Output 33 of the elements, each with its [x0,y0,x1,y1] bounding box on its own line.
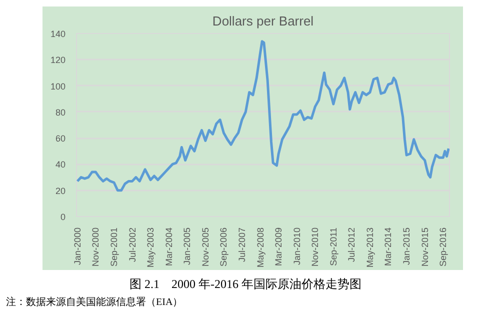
y-tick-label: 60 [55,134,66,144]
y-tick-label: 40 [55,160,66,170]
y-tick-label: 140 [50,29,66,39]
x-tick-label: Jan-2015 [402,228,412,266]
chart-title: Dollars per Barrel [212,14,314,28]
x-tick-label: Nov-2005 [200,227,210,267]
line-series [76,40,450,192]
x-tick-label: Mar-2014 [383,227,394,266]
x-tick-label: May-2008 [255,227,266,268]
x-tick-label: Nov-2000 [90,227,101,267]
y-tick-label: 20 [55,186,66,196]
y-tick-label: 80 [55,107,66,118]
x-tick-label: Nov-2010 [310,227,320,267]
x-tick-label: Mar-2009 [274,227,284,266]
x-tick-label: Jul-2007 [236,227,247,262]
x-tick-label: Jul-2002 [127,227,138,262]
text: 注：数据来源自美国能源信息署（EIA） [6,296,183,310]
x-tick-label: Jul-2012 [346,227,357,262]
x-tick-label: May-2013 [364,227,375,268]
y-tick-label: 0 [60,212,66,222]
x-tick-label: Sep-2011 [328,227,338,266]
x-tick-label: Sep-2016 [438,227,448,267]
x-tick-label: Nov-2015 [420,227,430,267]
x-tick-label: May-2003 [146,227,156,268]
x-tick-label: Sep-2001 [108,227,119,267]
x-tick-label: Jan-2000 [72,228,82,266]
caption: 图 2.1 2000 年-2016 年国际原油价格走势图 [130,276,362,293]
x-tick-label: Mar-2004 [164,227,174,266]
x-tick-label: Sep-2006 [218,227,229,267]
y-tick-label: 100 [50,81,66,92]
y-tick-label: 120 [50,55,66,66]
x-tick-label: Jan-2005 [182,228,192,266]
x-tick-label: Jan-2010 [292,228,302,266]
